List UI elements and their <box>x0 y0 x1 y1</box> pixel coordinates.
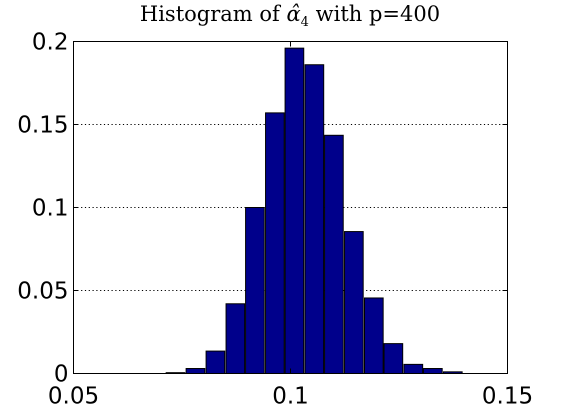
title-suffix: with p=400 <box>309 2 440 26</box>
x-tick-label: 0.1 <box>272 384 309 410</box>
histogram-bar <box>225 303 246 374</box>
chart-title: Histogram of α̂4 with p=400 <box>140 2 440 30</box>
histogram-bar <box>304 64 325 375</box>
title-symbol: α̂ <box>286 2 300 26</box>
histogram-bar <box>265 112 285 374</box>
histogram-bar <box>245 207 265 374</box>
title-subscript: 4 <box>301 15 309 30</box>
y-tick-label: 0.15 <box>17 113 68 139</box>
y-tick-label: 0.2 <box>32 30 69 56</box>
histogram-bar <box>185 368 206 374</box>
histogram-bar <box>324 134 344 374</box>
histogram-bar <box>403 363 424 374</box>
plot-area-frame <box>73 41 508 374</box>
x-tick-labels: 0.05 0.1 0.15 <box>48 384 533 410</box>
histogram-bar <box>423 368 443 374</box>
y-tick-label: 0.05 <box>17 279 68 305</box>
bars <box>165 47 463 375</box>
histogram-bar <box>383 343 404 374</box>
x-tick-label: 0.15 <box>482 384 533 410</box>
y-tick-label: 0 <box>54 362 69 388</box>
x-tick-label: 0.05 <box>48 384 99 410</box>
histogram-bar <box>344 231 364 374</box>
histogram-bar <box>363 297 384 374</box>
y-tick-label: 0.1 <box>32 196 69 222</box>
title-prefix: Histogram of <box>140 2 287 26</box>
histogram-bar <box>205 350 226 374</box>
y-tick-labels: 0 0.05 0.1 0.15 0.2 <box>17 30 68 388</box>
histogram-bar <box>284 47 305 374</box>
